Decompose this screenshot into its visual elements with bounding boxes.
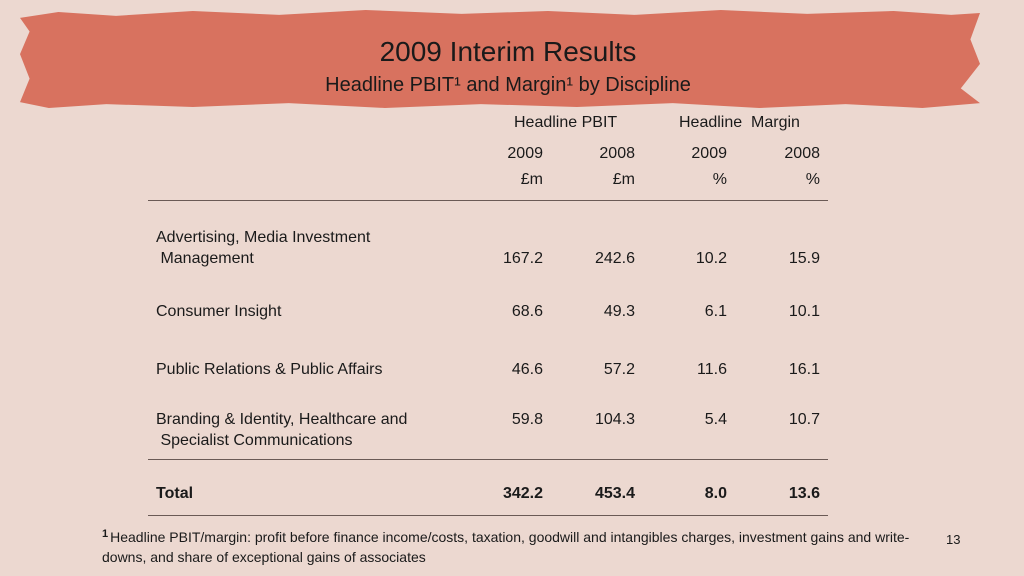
row-value: 46.6 [511, 361, 543, 378]
footnote: 1 Headline PBIT/margin: profit before fin… [102, 524, 932, 567]
row-value: 10.7 [788, 411, 820, 428]
total-rule-bottom [148, 515, 828, 516]
row-value: 10.1 [788, 303, 820, 320]
row-label-line1: Consumer Insight [156, 303, 282, 320]
row-label-line2: Management [156, 250, 254, 267]
header-rule [148, 200, 828, 201]
footnote-marker: 1 [102, 528, 109, 540]
header-unit-margin-2008: % [805, 171, 820, 188]
header-headline-margin: Headline Margin [679, 114, 800, 131]
total-value: 13.6 [788, 485, 820, 502]
total-value: 8.0 [704, 485, 727, 502]
row-value: 49.3 [603, 303, 635, 320]
header-headline-pbit: Headline PBIT [514, 114, 618, 131]
row-label-line1: Advertising, Media Investment [156, 229, 371, 246]
row-value: 10.2 [695, 250, 727, 267]
title-banner [20, 10, 980, 108]
header-year-pbit-2009: 2009 [507, 145, 543, 162]
row-value: 5.4 [704, 411, 727, 428]
header-unit-pbit-2009: £m [520, 171, 543, 188]
total-label: Total [156, 485, 194, 502]
row-value: 15.9 [788, 250, 820, 267]
row-label-line2: Specialist Communications [156, 432, 353, 449]
row-value: 167.2 [502, 250, 543, 267]
slide-subtitle: Headline PBIT¹ and Margin¹ by Discipline [325, 74, 691, 96]
row-label-line1: Public Relations & Public Affairs [156, 361, 383, 378]
row-value: 6.1 [704, 303, 727, 320]
total-rule-top [148, 459, 828, 460]
row-value: 16.1 [788, 361, 820, 378]
slide-title: 2009 Interim Results [379, 36, 637, 67]
row-value: 68.6 [511, 303, 543, 320]
header-year-pbit-2008: 2008 [599, 145, 635, 162]
row-value: 59.8 [511, 411, 543, 428]
results-table: Headline PBIT Headline Margin 2009 2008 … [148, 110, 828, 520]
header-year-margin-2009: 2009 [691, 145, 727, 162]
header-unit-pbit-2008: £m [612, 171, 635, 188]
total-value: 342.2 [502, 485, 543, 502]
row-value: 242.6 [594, 250, 635, 267]
header-year-margin-2008: 2008 [784, 145, 820, 162]
row-value: 11.6 [697, 361, 727, 378]
row-value: 104.3 [594, 411, 635, 428]
total-value: 453.4 [594, 485, 635, 502]
header-unit-margin-2009: % [712, 171, 727, 188]
footnote-text: Headline PBIT/margin: profit before fina… [102, 529, 910, 565]
row-value: 57.2 [603, 361, 635, 378]
row-label-line1: Branding & Identity, Healthcare and [156, 411, 408, 428]
page-number: 13 [946, 532, 961, 547]
